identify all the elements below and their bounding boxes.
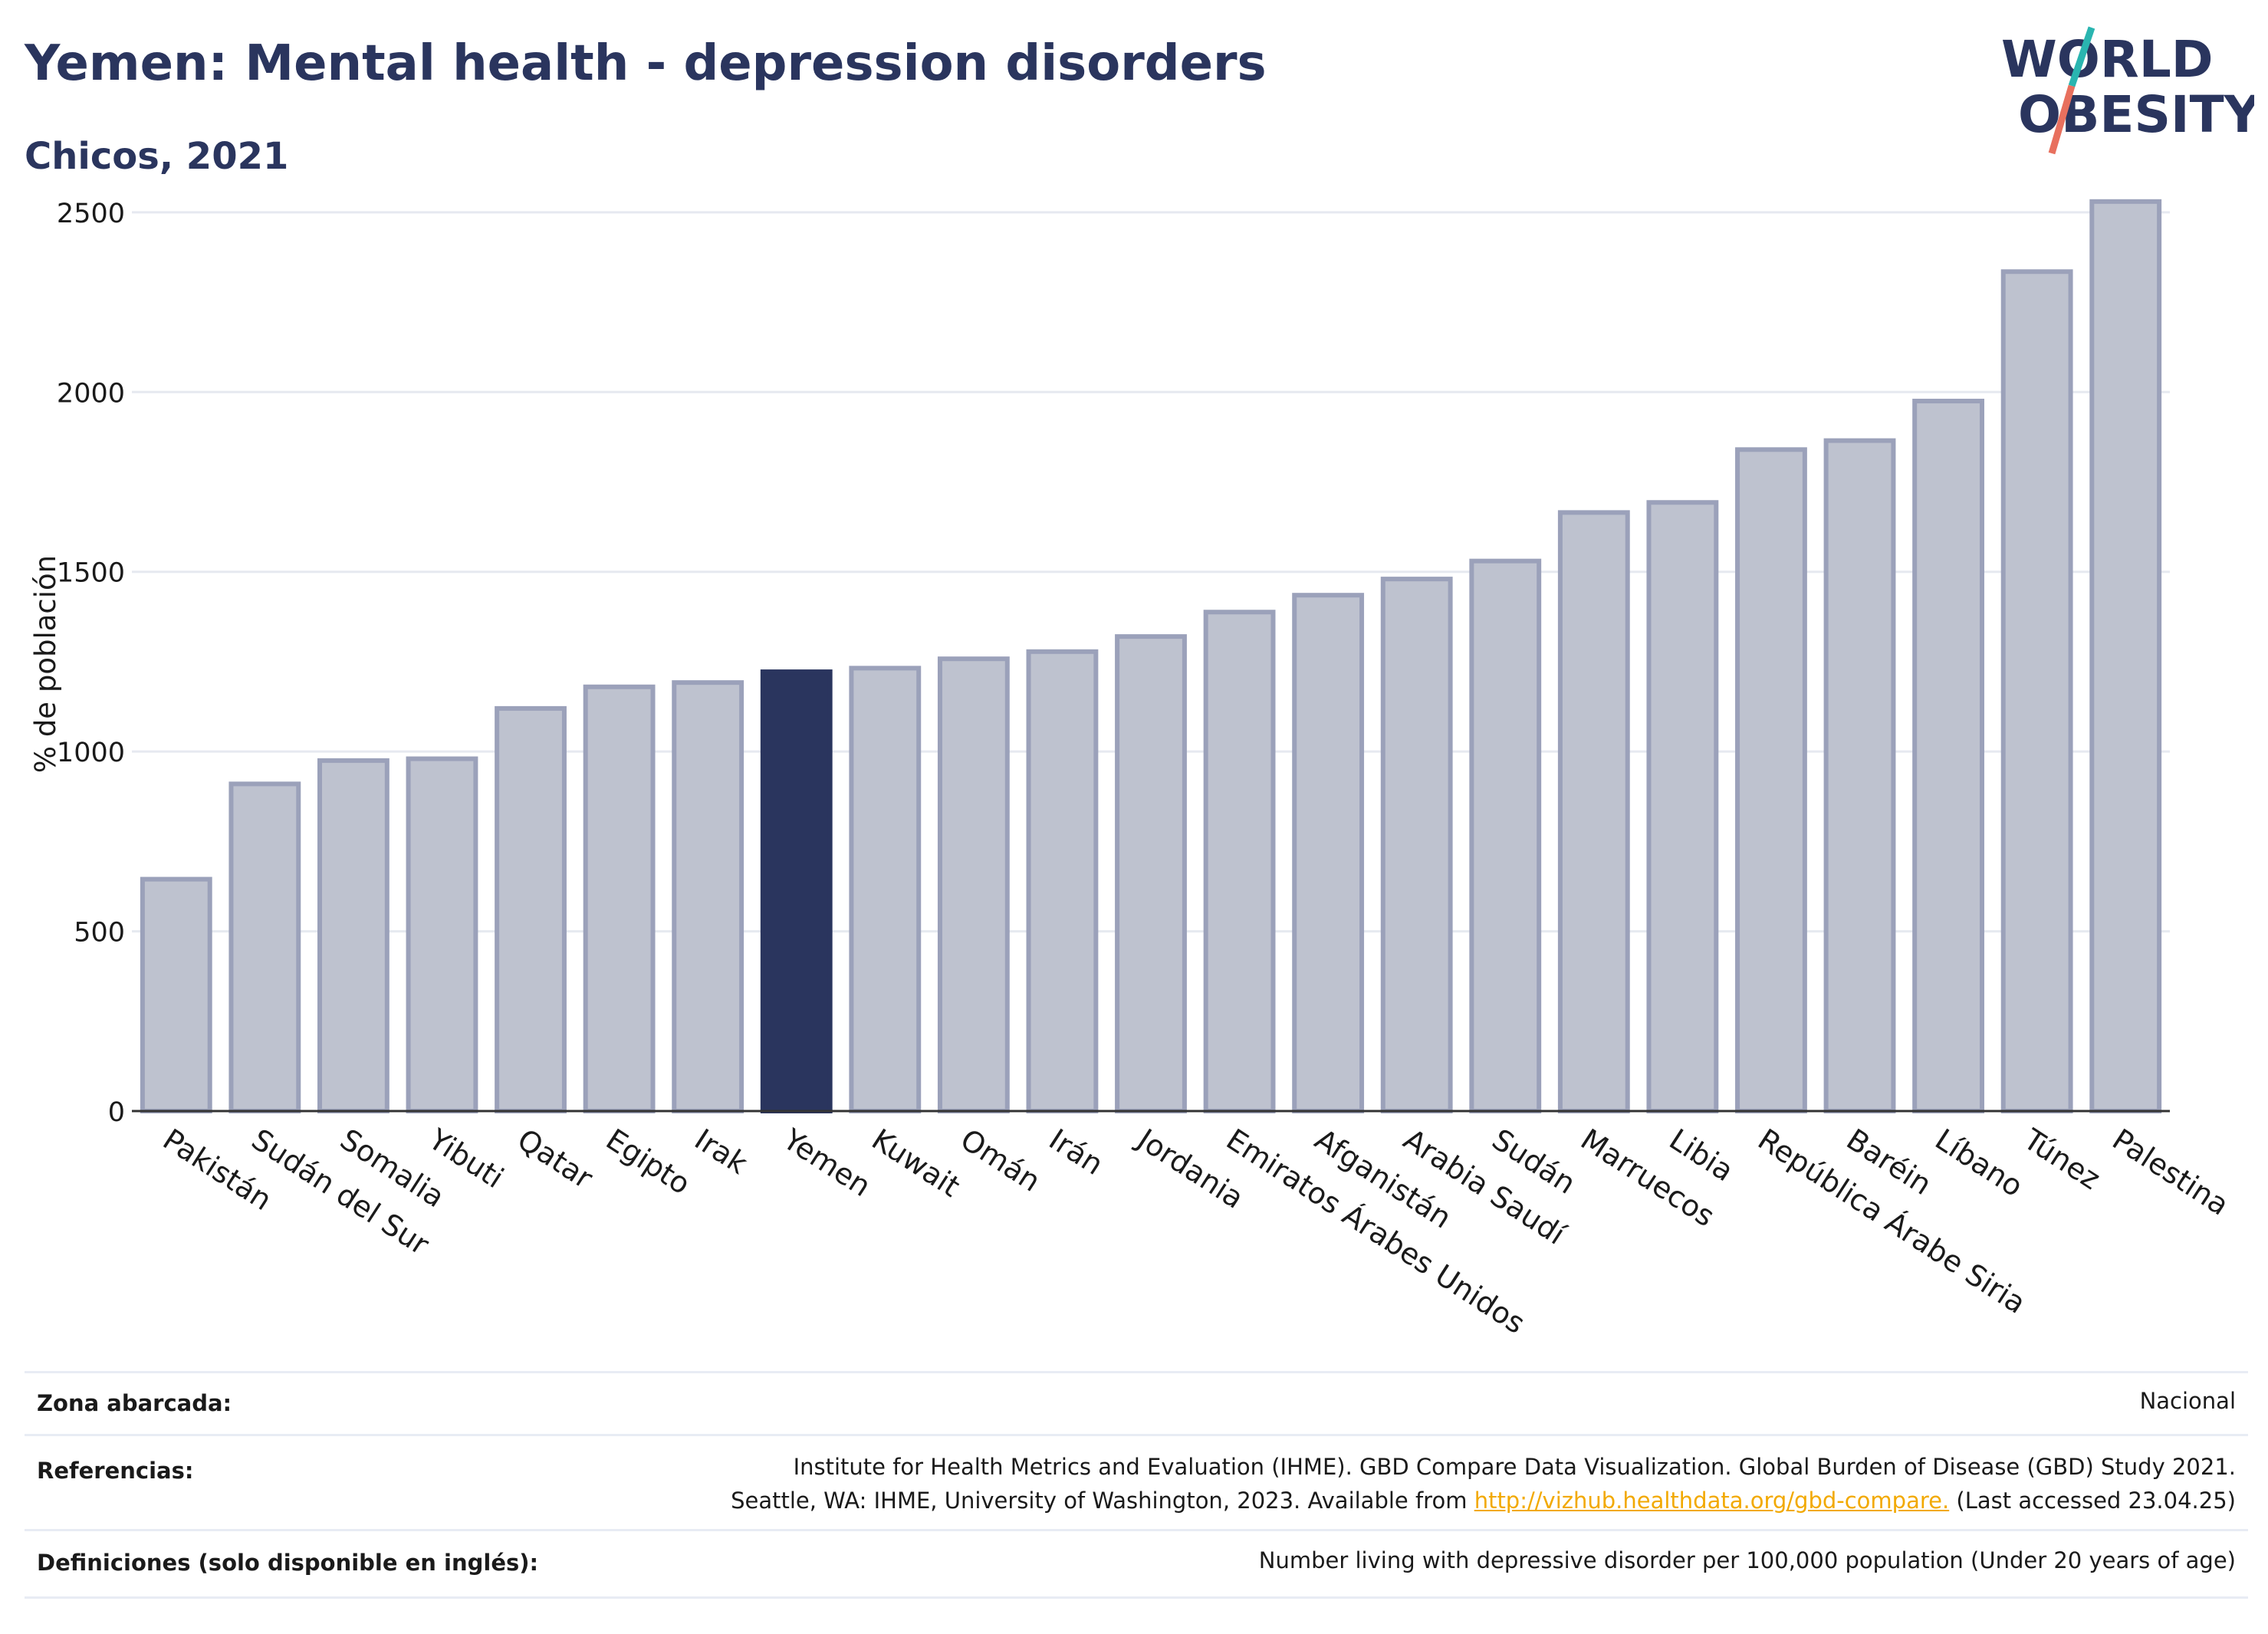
bar-jordania: [1115, 634, 1187, 1113]
reference-accessed: (Last accessed 23.04.25): [1949, 1488, 2236, 1514]
bar-marruecos: [1557, 510, 1630, 1113]
footer-value-definitions: Number living with depressive disorder p…: [1258, 1547, 2236, 1573]
chart-subtitle: Chicos, 2021: [25, 135, 289, 178]
footer-value-coverage: Nacional: [2139, 1388, 2236, 1414]
bar-emiratos-rabes-unidos: [1203, 610, 1276, 1113]
bar-palestina: [2089, 199, 2162, 1114]
bar-libia: [1646, 500, 1719, 1113]
x-tick-label: Irak: [689, 1123, 753, 1181]
world-obesity-logo: WORLD OBESITY: [2001, 26, 2254, 155]
y-tick-label: 1000: [57, 738, 125, 768]
footer-row-references: Referencias: Institute for Health Metric…: [25, 1434, 2248, 1531]
reference-line-2-text: Seattle, WA: IHME, University of Washing…: [731, 1488, 1474, 1514]
footer-bottom-border: [25, 1596, 2248, 1599]
bar-l-bano: [1912, 399, 1985, 1113]
footer-label-references: Referencias:: [37, 1458, 194, 1484]
x-tick-label: Kuwait: [866, 1123, 965, 1204]
bar-afganist-n: [1292, 593, 1365, 1113]
reference-line-1: Institute for Health Metrics and Evaluat…: [793, 1454, 2236, 1480]
y-axis-ticks: 0 500 1000 1500 2000 2500: [57, 199, 125, 1128]
x-tick-label: Yemen: [777, 1122, 877, 1203]
logo-slash-teal: [2068, 26, 2095, 87]
bar-bar-in: [1823, 438, 1896, 1113]
bar-ir-n: [1026, 649, 1099, 1113]
reference-line-2: Seattle, WA: IHME, University of Washing…: [731, 1484, 2236, 1517]
x-tick-label: Líbano: [1929, 1123, 2029, 1204]
y-tick-label: 0: [108, 1097, 125, 1128]
bar-pakist-n: [140, 876, 212, 1113]
bar-irak: [672, 680, 744, 1113]
footer-row-definitions: Definiciones (solo disponible en inglés)…: [25, 1529, 2248, 1599]
y-axis-label: % de población: [29, 555, 62, 773]
y-tick-label: 500: [74, 918, 125, 949]
footer-label-definitions: Definiciones (solo disponible en inglés)…: [37, 1550, 539, 1576]
bar-yemen: [760, 669, 833, 1113]
bar-arabia-saud-: [1380, 577, 1453, 1113]
bar-t-nez: [2000, 269, 2073, 1113]
bar-kuwait: [849, 666, 922, 1113]
x-tick-label: Palestina: [2106, 1123, 2234, 1222]
chart-title: Yemen: Mental health - depression disord…: [25, 35, 1267, 92]
y-tick-label: 2000: [57, 378, 125, 409]
bar-rep-blica-rabe-siria: [1735, 447, 1807, 1113]
bar-yibuti: [406, 756, 478, 1113]
x-tick-label: Túnez: [2017, 1122, 2106, 1196]
x-tick-label: Qatar: [511, 1123, 599, 1195]
y-tick-label: 1500: [57, 558, 125, 589]
bar-sud-n: [1469, 558, 1542, 1113]
bar-somalia: [317, 758, 390, 1113]
reference-link[interactable]: http://vizhub.healthdata.org/gbd-compare…: [1474, 1488, 1950, 1514]
bar-om-n: [937, 656, 1010, 1113]
bar-qatar: [495, 705, 567, 1113]
footer-value-references: Institute for Health Metrics and Evaluat…: [731, 1450, 2236, 1517]
logo-slash-coral: [2048, 84, 2076, 155]
bars: [140, 199, 2162, 1114]
bar-sud-n-del-sur: [228, 781, 301, 1113]
x-tick-label: Irán: [1044, 1123, 1109, 1182]
y-tick-label: 2500: [57, 199, 125, 229]
footer-label-coverage: Zona abarcada:: [37, 1390, 232, 1416]
x-tick-label: Omán: [955, 1123, 1047, 1198]
bar-egipto: [583, 684, 656, 1113]
x-tick-label: Egipto: [600, 1123, 696, 1202]
logo-word-world: WORLD: [2001, 30, 2214, 89]
footer-row-coverage: Zona abarcada: Nacional: [25, 1371, 2248, 1436]
